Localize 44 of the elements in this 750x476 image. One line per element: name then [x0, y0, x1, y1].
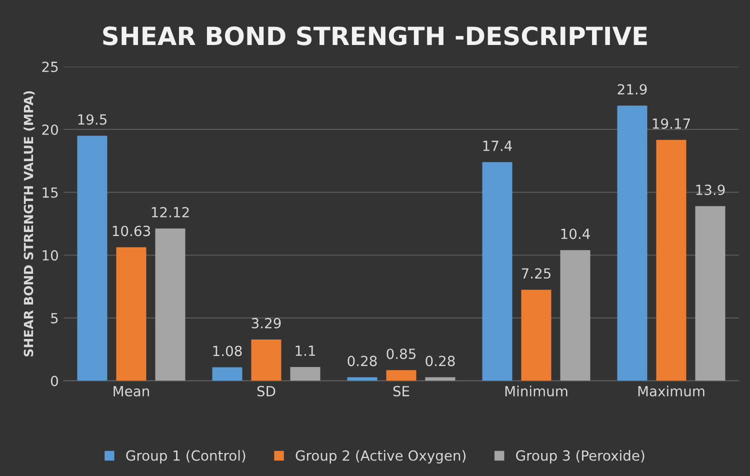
data-label: 19.5 — [78, 114, 106, 125]
y-tick-label: 5 — [51, 313, 58, 324]
x-tick-label: Maximum — [638, 386, 704, 396]
x-tick-label: Minimum — [505, 386, 568, 396]
data-label: 13.9 — [696, 184, 725, 196]
bar — [77, 136, 108, 381]
data-label: 17.4 — [483, 140, 512, 151]
bar — [386, 370, 416, 381]
data-label: 1.1 — [296, 346, 316, 356]
x-tick-label: SD — [257, 386, 276, 396]
bar — [656, 140, 686, 381]
bar — [116, 247, 146, 381]
legend-label: Group 1 (Control) — [126, 450, 246, 464]
data-label: 0.28 — [426, 356, 455, 366]
bar — [695, 206, 726, 381]
bar — [482, 162, 512, 381]
data-label: 7.25 — [522, 268, 550, 279]
bar — [617, 106, 648, 381]
data-label: 12.12 — [152, 206, 189, 218]
legend-label: Group 2 (Active Oxygen) — [296, 450, 466, 464]
y-tick-label: 15 — [42, 187, 58, 198]
bar — [290, 366, 320, 381]
bar — [251, 339, 282, 381]
y-axis-title: SHEAR BOND STRENGTH VALUE (MPA) — [24, 91, 35, 356]
data-label: 0.28 — [348, 356, 377, 366]
bar — [560, 250, 590, 381]
bar — [155, 228, 186, 381]
data-label: 19.17 — [652, 118, 690, 129]
y-tick-label: 0 — [50, 376, 58, 386]
bar — [212, 367, 242, 381]
x-tick-label: SE — [393, 386, 410, 396]
chart-title: SHEAR BOND STRENGTH -DESCRIPTIVE — [103, 26, 647, 46]
data-label: 10.4 — [561, 228, 590, 240]
y-tick-label: 10 — [42, 250, 58, 261]
y-tick-label: 25 — [42, 62, 58, 72]
data-label: 0.85 — [386, 348, 416, 360]
x-tick-label: Mean — [114, 386, 149, 396]
bar — [521, 290, 552, 381]
y-tick-label: 20 — [42, 124, 58, 135]
data-label: 21.9 — [618, 84, 647, 95]
legend-label: Group 3 (Peroxide) — [516, 450, 644, 464]
data-label: 10.63 — [112, 226, 150, 236]
data-label: 1.08 — [213, 346, 242, 356]
data-label: 3.29 — [252, 318, 281, 328]
